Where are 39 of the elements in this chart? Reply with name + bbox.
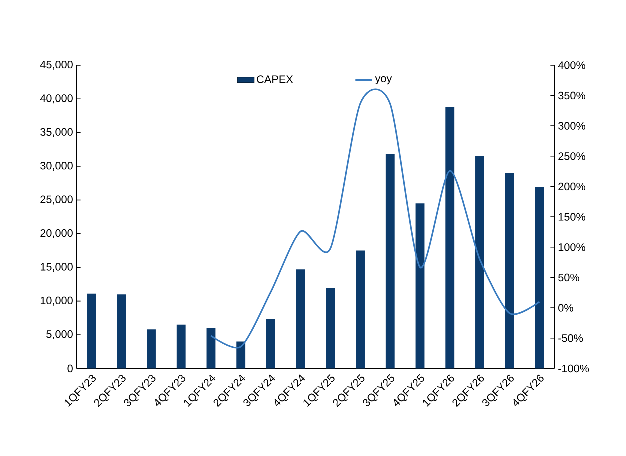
y2-tick-label: 350% [558, 92, 586, 100]
bar [87, 294, 96, 369]
bar [386, 154, 395, 369]
y2-tick-label: 300% [558, 122, 586, 130]
bar [176, 324, 186, 369]
y-tick-label: 20,000 [40, 229, 73, 238]
y2-tick-label: 100% [558, 244, 586, 252]
bar [505, 173, 514, 369]
bar [446, 107, 455, 369]
bar [206, 328, 216, 369]
bar [236, 342, 246, 369]
y-tick-label: 45,000 [40, 60, 73, 70]
y-tick-label: 25,000 [40, 196, 73, 205]
bar [356, 250, 365, 369]
y2-tick-label: 400% [558, 62, 586, 70]
y2-tick-label: 250% [558, 152, 586, 160]
y2-tick-label: 150% [558, 213, 586, 221]
y-tick-label: 30,000 [40, 162, 73, 172]
bar [416, 204, 425, 369]
bar [147, 330, 156, 369]
bar [296, 270, 306, 369]
y-tick-label: 40,000 [40, 94, 73, 104]
bar [535, 187, 544, 369]
y2-tick-label: -50% [558, 334, 584, 342]
bar [476, 156, 484, 369]
y-tick-label: 5,000 [46, 330, 73, 340]
y2-tick-label: 0% [558, 304, 574, 312]
legend-label: yoy [375, 76, 392, 85]
y-tick-label: 15,000 [40, 263, 73, 272]
y2-tick-label: -100% [558, 364, 590, 373]
bar [117, 294, 126, 369]
bar [266, 320, 276, 369]
bar [326, 288, 336, 369]
y2-tick-label: 200% [558, 182, 586, 191]
legend-label: CAPEX [257, 76, 294, 84]
y-tick-label: 10,000 [40, 296, 73, 306]
y-tick-label: 0 [68, 364, 73, 373]
y-tick-label: 35,000 [40, 128, 73, 138]
y2-tick-label: 50% [558, 274, 580, 282]
